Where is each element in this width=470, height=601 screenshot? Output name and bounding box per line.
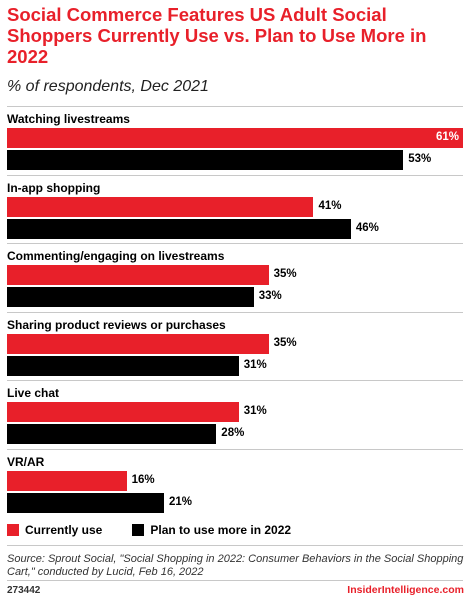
bar-currently-use-commenting-engaging-on-livestreams (7, 265, 269, 285)
bar-plan-to-use-more-in-2022-watching-livestreams (7, 150, 404, 170)
legend-item-currently-use: Currently use (7, 523, 102, 537)
source-divider (7, 545, 463, 546)
data-label-plan-to-use-more-in-2022-in-app-shopping: 46% (355, 221, 379, 234)
group-divider (7, 448, 463, 450)
data-label-currently-use-watching-livestreams: 61% (435, 131, 459, 143)
category-label-watching-livestreams: Watching livestreams (7, 112, 130, 126)
data-label-currently-use-in-app-shopping: 41% (318, 199, 342, 212)
bar-currently-use-sharing-product-reviews-or-purchases (7, 333, 269, 354)
bar-currently-use-vr-ar (7, 470, 127, 491)
legend-label-plan-to-use: Plan to use more in 2022 (150, 523, 292, 537)
legend: Currently use Plan to use more in 2022 (7, 522, 321, 538)
bar-plan-to-use-more-in-2022-live-chat (7, 424, 217, 444)
chart-title: Social Commerce Features US Adult Social… (7, 4, 427, 67)
bar-plan-to-use-more-in-2022-vr-ar (7, 492, 164, 513)
category-label-sharing-product-reviews-or-purchases: Sharing product reviews or purchases (7, 317, 226, 332)
data-label-currently-use-commenting-engaging-on-livestreams: 35% (273, 268, 297, 280)
category-label-commenting-engaging-on-livestreams: Commenting/engaging on livestreams (7, 249, 225, 263)
legend-swatch-currently-use (7, 524, 19, 536)
footer-divider (7, 580, 463, 581)
bar-currently-use-in-app-shopping (7, 196, 314, 217)
group-divider (7, 106, 463, 107)
legend-item-plan-to-use: Plan to use more in 2022 (132, 523, 291, 537)
data-label-plan-to-use-more-in-2022-live-chat: 28% (221, 427, 245, 439)
data-label-plan-to-use-more-in-2022-commenting-engaging-on-livestreams: 33% (258, 290, 282, 302)
data-label-currently-use-live-chat: 31% (243, 405, 267, 417)
bar-currently-use-live-chat (7, 402, 239, 422)
legend-label-currently-use: Currently use (25, 523, 103, 537)
group-divider (7, 174, 463, 176)
category-label-live-chat: Live chat (7, 386, 60, 400)
category-label-in-app-shopping: In-app shopping (7, 180, 101, 195)
chart-id: 273442 (7, 585, 41, 596)
bar-currently-use-watching-livestreams (7, 128, 463, 148)
data-label-plan-to-use-more-in-2022-vr-ar: 21% (168, 495, 192, 508)
chart-subtitle: % of respondents, Dec 2021 (7, 78, 209, 95)
source-note: Source: Sprout Social, "Social Shopping … (7, 553, 464, 578)
group-divider (7, 311, 463, 313)
legend-swatch-plan-to-use (132, 524, 145, 536)
bar-plan-to-use-more-in-2022-commenting-engaging-on-livestreams (7, 287, 254, 307)
data-label-currently-use-sharing-product-reviews-or-purchases: 35% (273, 336, 297, 349)
data-label-plan-to-use-more-in-2022-sharing-product-reviews-or-purchases: 31% (243, 358, 267, 371)
group-divider (7, 380, 463, 381)
bar-plan-to-use-more-in-2022-in-app-shopping (7, 218, 351, 239)
data-label-currently-use-vr-ar: 16% (131, 473, 155, 486)
bar-plan-to-use-more-in-2022-sharing-product-reviews-or-purchases (7, 355, 239, 376)
category-label-vr-ar: VR/AR (7, 454, 45, 469)
data-label-plan-to-use-more-in-2022-watching-livestreams: 53% (408, 153, 432, 165)
group-divider (7, 243, 463, 244)
brand-logo: InsiderIntelligence.com (347, 584, 464, 596)
